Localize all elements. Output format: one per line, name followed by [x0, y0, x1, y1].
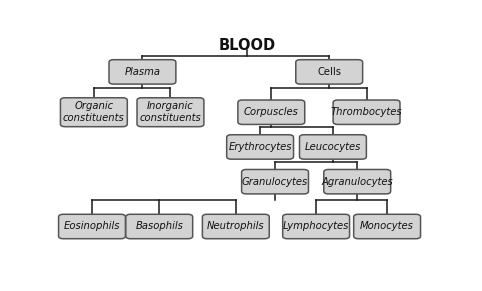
- FancyBboxPatch shape: [324, 169, 390, 194]
- Text: Inorganic
constituents: Inorganic constituents: [140, 102, 201, 123]
- FancyBboxPatch shape: [59, 214, 125, 239]
- Text: Leucocytes: Leucocytes: [305, 142, 361, 152]
- FancyBboxPatch shape: [333, 100, 400, 125]
- Text: Plasma: Plasma: [124, 67, 161, 77]
- FancyBboxPatch shape: [241, 169, 308, 194]
- Text: Agranulocytes: Agranulocytes: [321, 177, 393, 187]
- FancyBboxPatch shape: [126, 214, 193, 239]
- FancyBboxPatch shape: [109, 60, 176, 84]
- Text: Thrombocytes: Thrombocytes: [331, 107, 402, 117]
- FancyBboxPatch shape: [137, 98, 204, 127]
- Text: BLOOD: BLOOD: [218, 38, 276, 52]
- FancyBboxPatch shape: [238, 100, 305, 125]
- Text: Granulocytes: Granulocytes: [242, 177, 308, 187]
- Text: Lymphocytes: Lymphocytes: [283, 221, 349, 232]
- Text: Corpuscles: Corpuscles: [244, 107, 299, 117]
- Text: Cells: Cells: [317, 67, 341, 77]
- FancyBboxPatch shape: [60, 98, 127, 127]
- FancyBboxPatch shape: [283, 214, 349, 239]
- Text: Erythrocytes: Erythrocytes: [228, 142, 292, 152]
- FancyBboxPatch shape: [202, 214, 269, 239]
- Text: Monocytes: Monocytes: [360, 221, 414, 232]
- Text: Basophils: Basophils: [135, 221, 183, 232]
- FancyBboxPatch shape: [299, 135, 366, 159]
- FancyBboxPatch shape: [354, 214, 420, 239]
- Text: Eosinophils: Eosinophils: [64, 221, 120, 232]
- Text: Neutrophils: Neutrophils: [207, 221, 265, 232]
- Text: Organic
constituents: Organic constituents: [63, 102, 125, 123]
- FancyBboxPatch shape: [296, 60, 362, 84]
- FancyBboxPatch shape: [227, 135, 294, 159]
